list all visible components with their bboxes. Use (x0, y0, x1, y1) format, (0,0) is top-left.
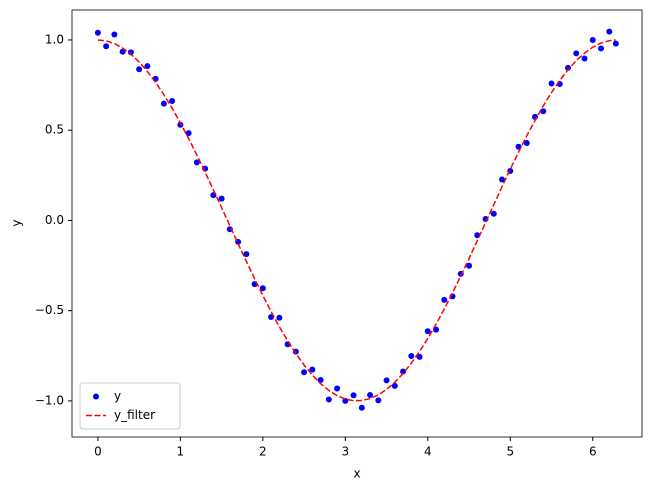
scatter-point (136, 66, 143, 73)
scatter-point (94, 29, 101, 36)
legend-box (79, 382, 181, 430)
x-axis-label: x (353, 467, 360, 481)
y-tick-label: 1.0 (45, 32, 64, 46)
scatter-point (367, 391, 374, 398)
scatter-point (358, 404, 365, 411)
scatter-point (144, 63, 151, 70)
scatter-point (565, 64, 572, 71)
scatter-point (111, 31, 118, 38)
scatter-point (325, 396, 332, 403)
legend-label: y_filter (114, 408, 155, 422)
scatter-point (391, 382, 398, 389)
y-tick-label: −1.0 (35, 393, 64, 407)
scatter-point (103, 43, 110, 50)
scatter-point (169, 97, 176, 104)
scatter-point (441, 296, 448, 303)
x-tick-label: 4 (424, 445, 432, 459)
x-tick-label: 2 (259, 445, 267, 459)
scatter-point (383, 377, 390, 384)
legend-marker (93, 393, 99, 400)
scatter-point (540, 108, 547, 115)
scatter-point (490, 210, 497, 217)
scatter-point (523, 140, 530, 147)
scatter-point (350, 392, 357, 399)
scatter-point (375, 397, 382, 404)
scatter-point (334, 385, 341, 392)
scatter-point (606, 28, 613, 35)
scatter-point (424, 328, 431, 335)
scatter-point (193, 159, 200, 166)
scatter-point (317, 376, 324, 383)
scatter-point (301, 369, 308, 376)
scatter-point (598, 45, 605, 52)
scatter-point (160, 100, 167, 107)
x-tick-label: 1 (177, 445, 185, 459)
x-tick-label: 3 (342, 445, 350, 459)
scatter-point (581, 55, 588, 62)
scatter-point (408, 352, 415, 359)
scatter-point (119, 48, 126, 55)
x-tick-label: 5 (506, 445, 514, 459)
scatter-point (259, 285, 266, 292)
scatter-point (243, 251, 250, 258)
scatter-point (612, 40, 619, 47)
legend-label: y (114, 389, 121, 403)
y-axis-label: y (10, 219, 24, 226)
scatter-point (548, 80, 555, 87)
scatter-point (309, 366, 316, 373)
y-tick-label: 0.5 (45, 123, 64, 137)
scatter-point (185, 130, 192, 137)
y-tick-label: −0.5 (35, 303, 64, 317)
filter-line (97, 39, 616, 402)
scatter-point (416, 353, 423, 360)
x-tick-label: 6 (589, 445, 597, 459)
axes-frame (71, 9, 643, 438)
scatter-point (342, 397, 349, 404)
scatter-point (589, 36, 596, 43)
scatter-point (499, 176, 506, 183)
scatter-point (276, 314, 283, 321)
scatter-point (218, 195, 225, 202)
scatter-point (466, 262, 473, 269)
x-tick-label: 0 (94, 445, 102, 459)
scatter-point (177, 121, 184, 128)
scatter-point (573, 50, 580, 57)
scatter-point (400, 368, 407, 375)
y-tick-label: 0.0 (45, 213, 64, 227)
